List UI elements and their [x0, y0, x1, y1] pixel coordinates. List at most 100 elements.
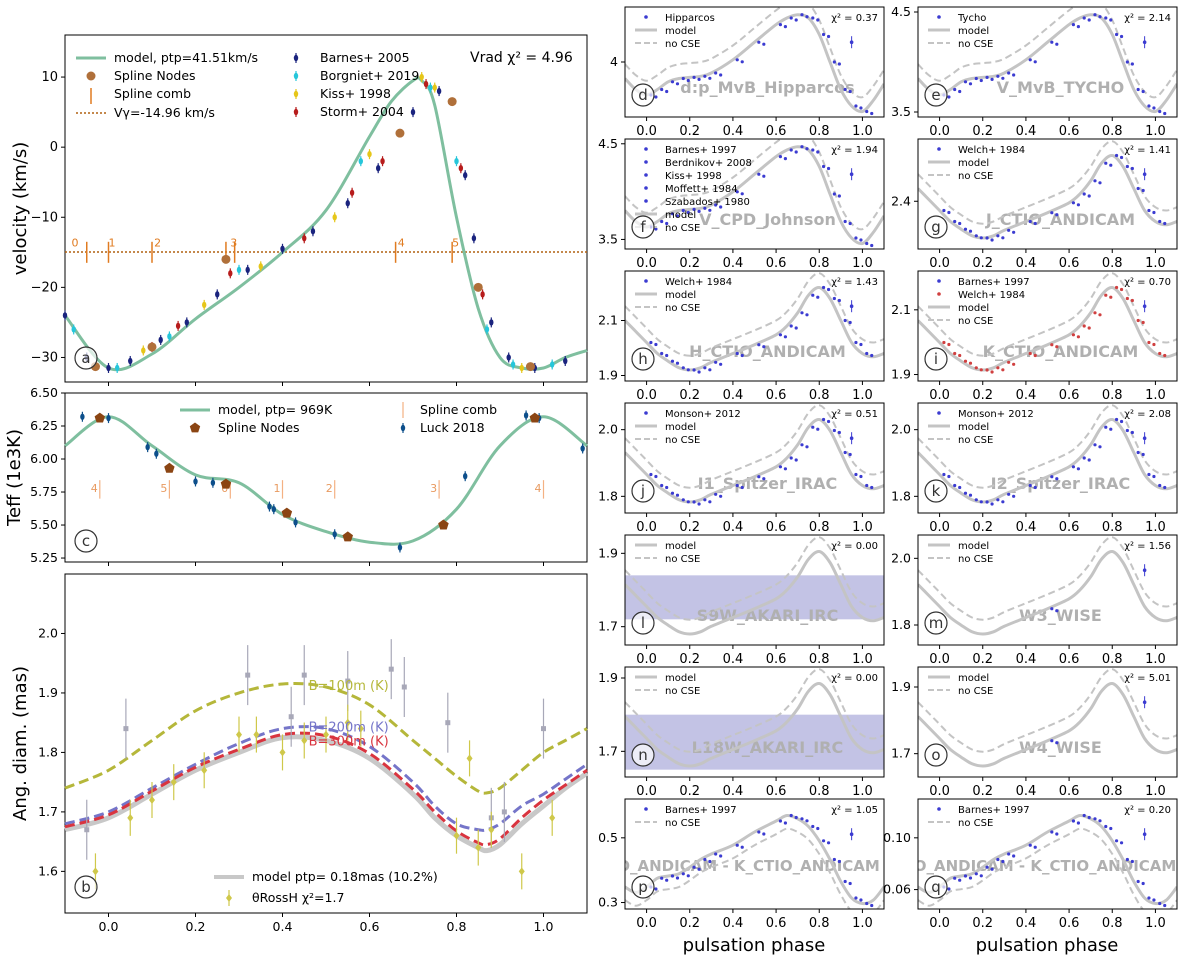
data-point-0 [184, 319, 189, 326]
model-curve [64, 734, 589, 854]
legend: Tycho model no CSE [928, 13, 993, 50]
data-point [1028, 843, 1032, 847]
data-point [985, 236, 989, 240]
panel-b-diameter: 0.0 0.2 0.4 0.6 0.8 1.0 1.6 1.7 1.8 1.9 2.0 Ang. di… [10, 573, 589, 934]
data-point [1114, 285, 1119, 290]
data-point [1104, 425, 1108, 429]
data-point [681, 366, 685, 370]
data-point [580, 445, 585, 452]
data-point-0 [345, 200, 350, 207]
x-tick-label: 0.0 [636, 652, 657, 667]
legend-label: model [958, 541, 989, 552]
data-point [1055, 345, 1059, 349]
legend-data-swatch [644, 279, 648, 283]
model-curve [918, 285, 1177, 372]
x-tick-label: 0.4 [723, 916, 744, 931]
data-point [843, 318, 847, 323]
data-point [675, 876, 680, 880]
data-point [1158, 483, 1162, 488]
data-point [1119, 419, 1124, 424]
panel-letter-circle [631, 875, 655, 899]
panel-title-watermark: H_CTIO_ANDICAM [689, 342, 846, 361]
data-point [996, 498, 1000, 502]
x-tick-label: 0.6 [1059, 388, 1080, 403]
data-point [821, 417, 826, 422]
model-curve [918, 417, 1177, 504]
y-tick-label: 1.9 [598, 368, 618, 383]
chi2-annotation: χ² = 0.00 [831, 673, 878, 684]
model-curve [625, 681, 884, 768]
spline-comb-label: 0 [72, 237, 79, 250]
data-point [821, 285, 826, 290]
chi2-annotation: χ² = 2.14 [1124, 13, 1171, 24]
panel-title-watermark: d:p_MvB_Hipparcos [680, 78, 854, 97]
ross-point [344, 718, 351, 727]
x-tick-label: 0.4 [723, 784, 744, 799]
grey-point [501, 809, 507, 815]
legend: model, ptp=41.51km/s Spline Nodes Spline c… [76, 50, 419, 120]
grey-point [123, 726, 129, 732]
y-tick-label: 1.7 [598, 619, 618, 634]
data-point [1147, 896, 1151, 900]
data-point [692, 75, 696, 79]
data-point-0 [280, 245, 285, 253]
legend-series-swatch [293, 108, 299, 116]
data-point-0 [436, 87, 442, 95]
chi2-annotation: χ² = 0.51 [831, 409, 878, 420]
data-point [1130, 62, 1134, 66]
x-tick-label: 0.2 [972, 916, 993, 931]
data-point-1 [454, 157, 459, 165]
data-point [800, 817, 804, 821]
data-point [1152, 106, 1156, 110]
x-tick-label: 0.4 [1016, 388, 1037, 403]
data-point [660, 876, 664, 880]
data-point [1076, 335, 1080, 339]
data-point [1033, 485, 1037, 490]
x-tick-label: 0.6 [1059, 652, 1080, 667]
x-tick-label: 0.8 [1102, 124, 1123, 139]
axes-frame [917, 798, 1178, 910]
legend-model-label: model, ptp=41.51km/s [114, 50, 258, 65]
panel-plot-area: d:p_MvB_Hipparcos [625, 7, 884, 116]
data-point [1147, 340, 1151, 345]
data-point [332, 531, 337, 538]
y-tick-label: 2.1 [891, 302, 911, 317]
data-point [106, 414, 111, 422]
data-point [681, 872, 685, 876]
data-point [1125, 857, 1129, 862]
data-point-1 [484, 326, 490, 333]
legend-data-swatch [644, 15, 648, 19]
b200-label: B=200m (K) [309, 721, 389, 736]
data-point [832, 428, 836, 433]
legend-label: no CSE [665, 303, 700, 314]
data-point [968, 493, 973, 497]
panel-l: S9W_AKARI_IRC 0.0 0.2 0.4 0.6 0.8 1.0 1.7 1.9 mod… [598, 534, 885, 667]
y-tick-label: 1.9 [598, 670, 618, 685]
data-point [821, 32, 826, 37]
ross-point [201, 766, 208, 775]
data-point [1093, 179, 1097, 183]
panel-letter-circle [924, 479, 948, 503]
data-point [870, 903, 874, 908]
nocse-curve [918, 7, 1177, 99]
chi2-annotation: χ² = 0.37 [831, 13, 878, 24]
data-point [942, 208, 946, 213]
data-point [816, 826, 820, 831]
ross-point [92, 867, 99, 876]
spline-comb-label: 4 [398, 237, 405, 250]
data-point [816, 295, 820, 299]
legend-label: model [665, 26, 696, 37]
data-point-2 [419, 73, 424, 81]
data-point-0 [489, 319, 494, 326]
data-point [794, 458, 798, 462]
data-point [665, 878, 669, 882]
data-point [848, 452, 852, 457]
data-point [708, 859, 712, 864]
axes-frame [624, 402, 885, 514]
legend-label: Kiss+ 1998 [665, 171, 722, 182]
data-point [837, 62, 841, 66]
data-point [947, 95, 951, 99]
legend-label: no CSE [958, 818, 993, 829]
data-point [660, 219, 664, 224]
data-point [714, 71, 718, 75]
